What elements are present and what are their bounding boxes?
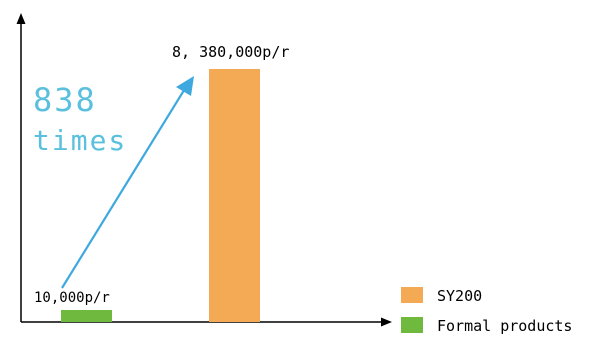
growth-arrowhead <box>176 76 194 96</box>
value-label-sy200: 8, 380,000p/r <box>172 43 289 61</box>
value-label-formal-products: 10,000p/r <box>34 290 110 306</box>
y-axis-arrowhead <box>16 13 26 24</box>
legend-label-formal-products: Formal products <box>437 317 572 335</box>
ratio-number: 838 <box>33 81 97 119</box>
bar-sy200 <box>209 69 260 322</box>
legend-swatch-sy200 <box>401 287 423 303</box>
ratio-unit: times <box>33 124 127 157</box>
bar-formal-products <box>61 310 112 322</box>
legend-label-sy200: SY200 <box>437 287 482 305</box>
legend-swatch-formal-products <box>401 317 423 333</box>
growth-arrow-line <box>61 86 187 289</box>
x-axis-arrowhead <box>381 317 392 327</box>
